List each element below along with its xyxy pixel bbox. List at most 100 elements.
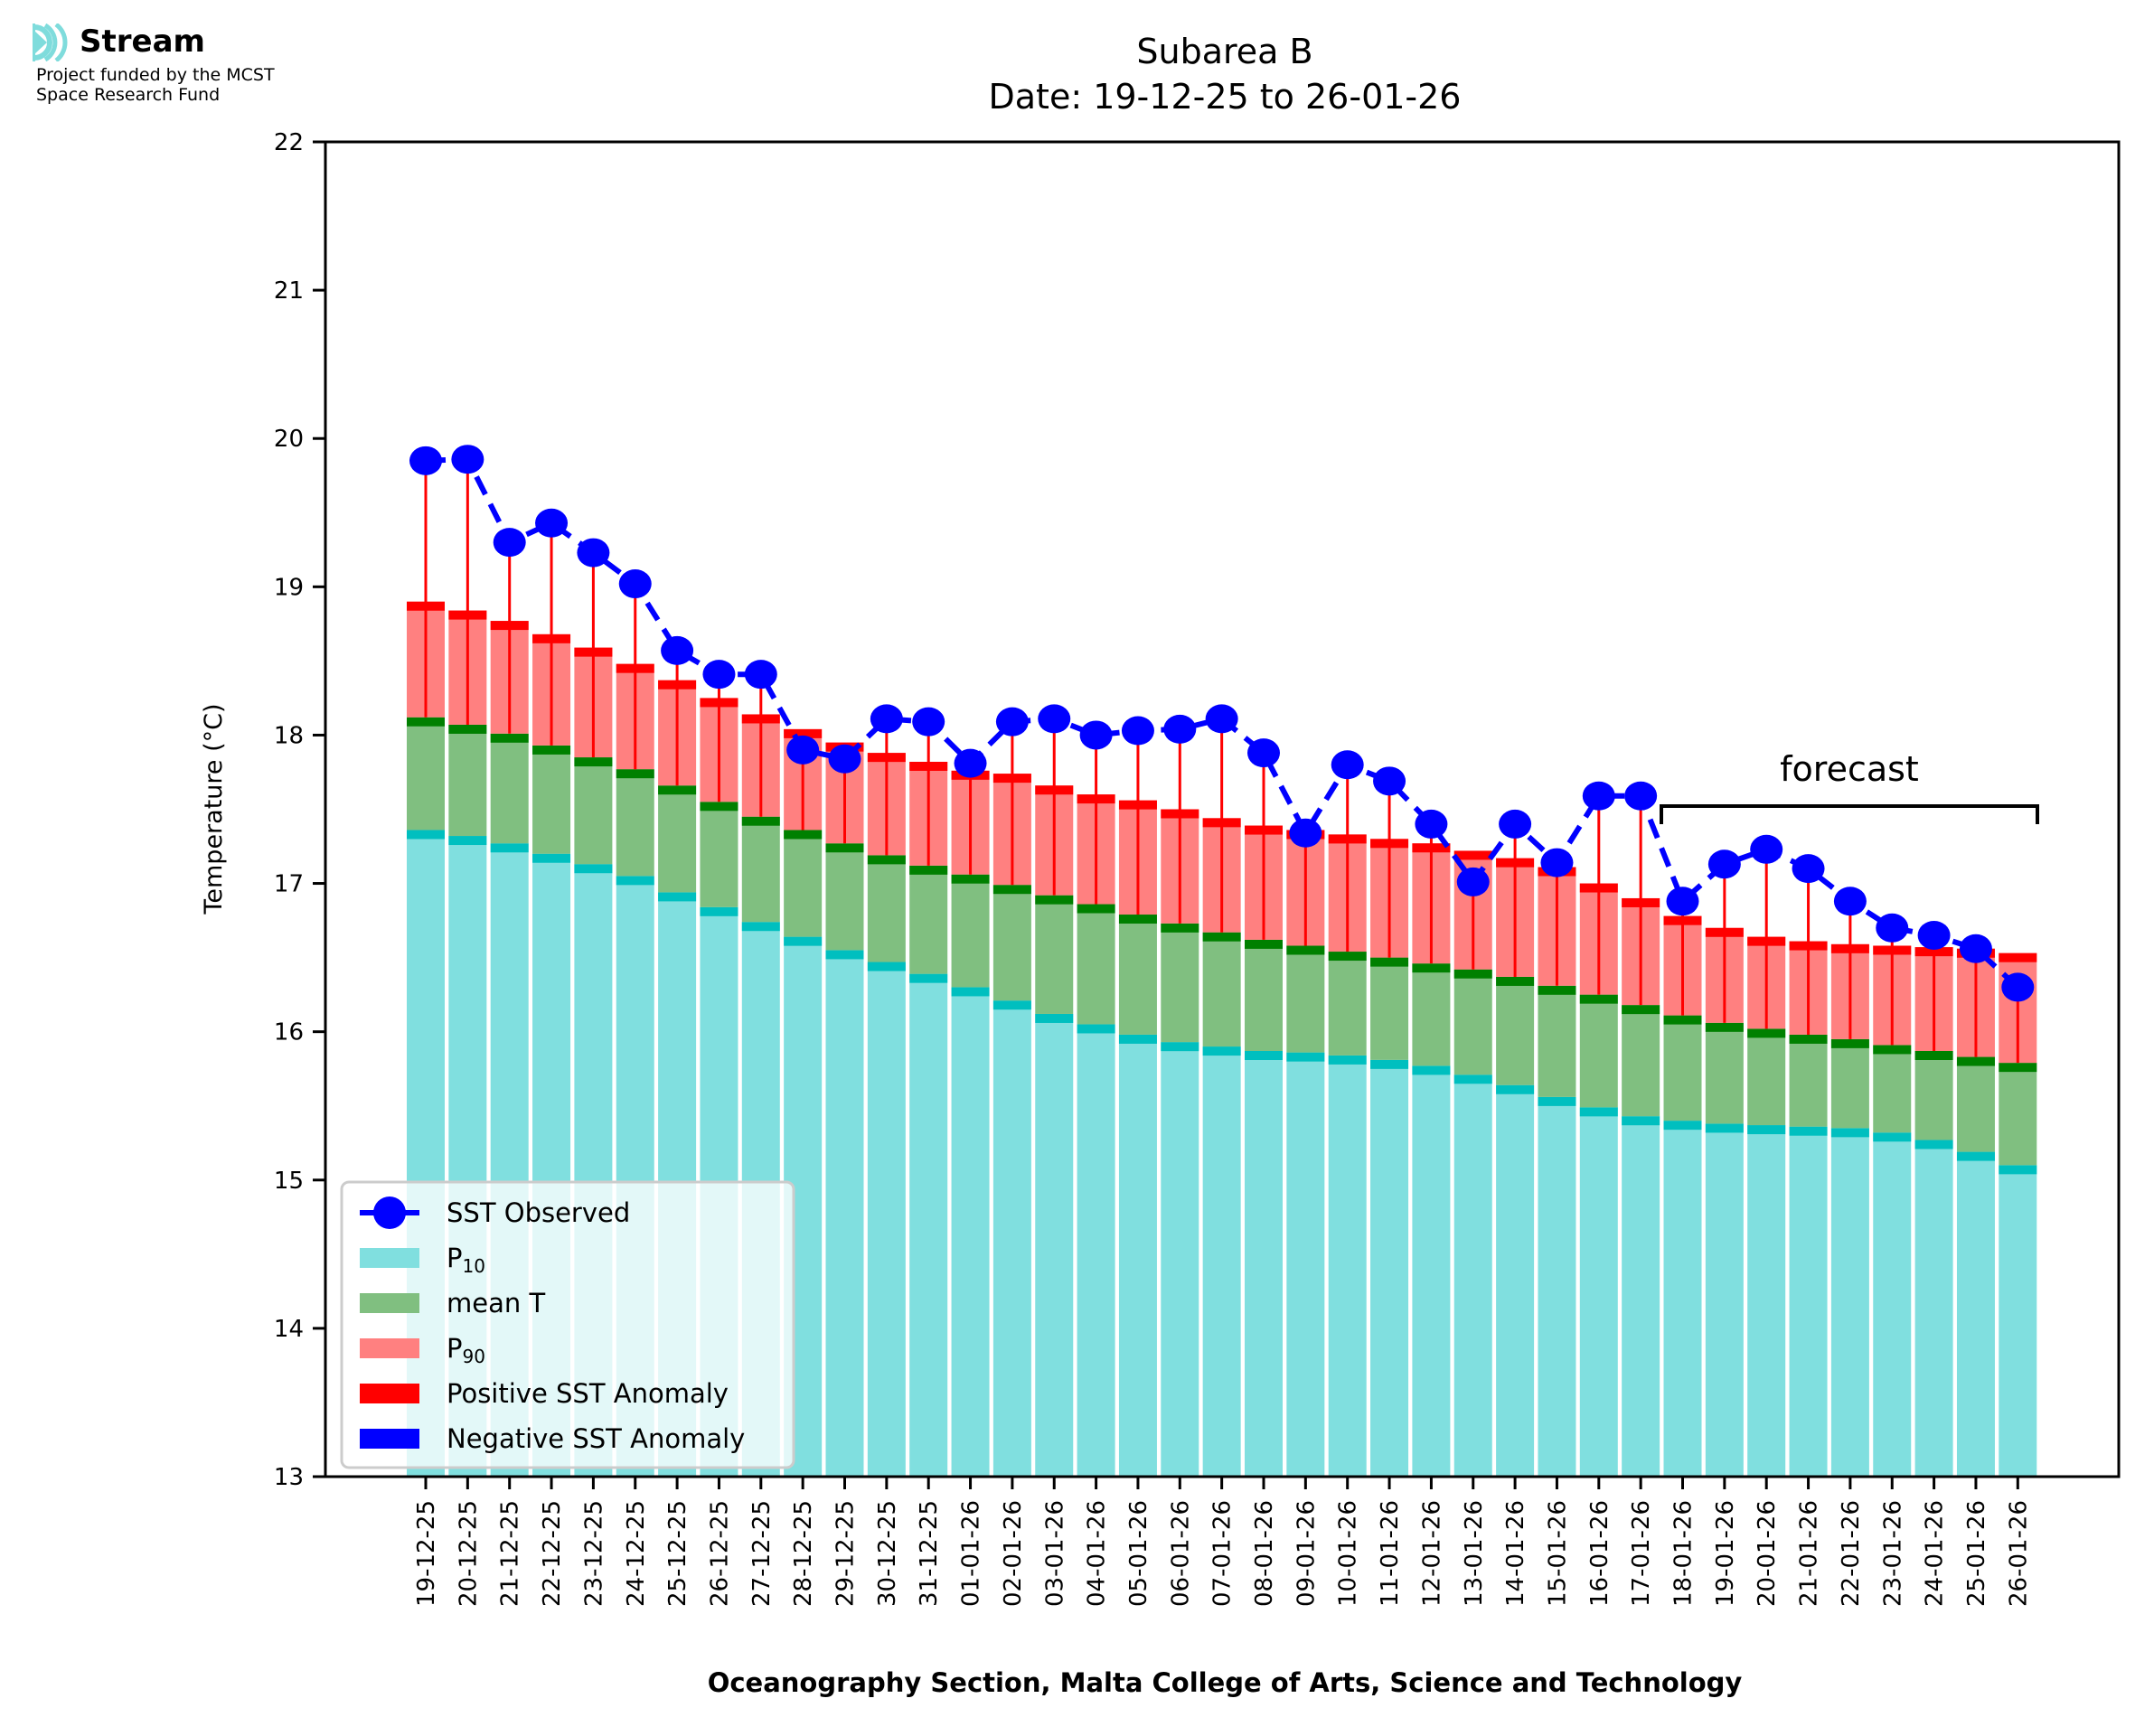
mean-band	[1789, 1034, 1828, 1044]
mean-bar	[532, 745, 571, 854]
sst-observed-point	[954, 748, 987, 778]
p10-band	[1245, 1051, 1283, 1061]
mean-bar	[1412, 963, 1451, 1066]
legend-label: P90	[447, 1333, 485, 1367]
p10-bar	[1663, 1121, 1702, 1477]
p10-bar	[1579, 1107, 1618, 1477]
stream-waves-icon	[33, 23, 68, 62]
sst-observed-point	[1415, 809, 1448, 839]
legend-swatch	[360, 1293, 419, 1313]
mean-bar	[1789, 1034, 1828, 1127]
p10-band	[784, 936, 823, 946]
x-tick-label: 21-12-25	[497, 1500, 524, 1607]
p10-bar	[1245, 1051, 1283, 1477]
p10-bar	[1705, 1123, 1744, 1477]
legend-swatch	[360, 1384, 419, 1403]
sst-observed-point	[1540, 848, 1574, 877]
sst-observed-point	[1876, 913, 1909, 943]
legend-label-text: Positive SST Anomaly	[447, 1378, 729, 1409]
legend-swatch	[360, 1338, 419, 1358]
p90-band	[784, 728, 823, 738]
mean-band	[407, 717, 445, 727]
p10-bar	[1538, 1096, 1576, 1477]
legend-label-text: P	[447, 1333, 463, 1364]
p10-bar	[1914, 1140, 1953, 1477]
logo-subtitle: Project funded by the MCST Space Research…	[36, 65, 275, 105]
sst-observed-point	[828, 744, 861, 774]
legend-swatch	[360, 1429, 419, 1449]
mean-band	[1622, 1005, 1660, 1015]
sst-observed-point	[1666, 887, 1699, 916]
mean-band	[867, 855, 906, 865]
mean-band	[825, 843, 864, 853]
x-axis: 19-12-25 20-12-25 21-12-25 22-12-25 23-12-25…	[413, 1477, 2032, 1607]
y-tick-label: 15	[274, 1168, 304, 1195]
p10-band	[1286, 1052, 1325, 1062]
sst-observed-point	[1750, 834, 1783, 864]
mean-bar	[1956, 1056, 1995, 1152]
y-tick-label: 17	[274, 871, 304, 898]
p10-band	[1789, 1126, 1828, 1136]
y-tick-label: 19	[274, 574, 304, 601]
p10-band	[574, 864, 613, 874]
p10-band	[1622, 1116, 1660, 1126]
sst-observed-point	[1289, 818, 1322, 848]
mean-band	[1914, 1051, 1953, 1061]
x-tick-label: 08-01-26	[1251, 1500, 1278, 1607]
mean-bar	[1286, 945, 1325, 1053]
x-tick-label: 24-12-25	[623, 1500, 650, 1607]
p10-bar	[1830, 1128, 1869, 1477]
x-tick-label: 10-01-26	[1335, 1500, 1362, 1607]
legend-label: Positive SST Anomaly	[447, 1378, 729, 1409]
chart-title: Subarea B	[1136, 32, 1312, 71]
p10-band	[658, 892, 697, 902]
p10-bar	[1873, 1132, 1912, 1477]
x-tick-label: 17-01-26	[1628, 1500, 1655, 1607]
mean-band	[1245, 939, 1283, 949]
mean-bar	[992, 885, 1031, 1001]
p10-bar	[1789, 1126, 1828, 1477]
sst-observed-point	[912, 707, 945, 737]
mean-bar	[1202, 932, 1241, 1047]
x-axis-label: Oceanography Section, Malta College of A…	[708, 1667, 1743, 1698]
p10-band	[448, 836, 487, 846]
x-tick-label: 03-01-26	[1041, 1500, 1068, 1607]
mean-bar	[1245, 939, 1283, 1052]
mean-band	[741, 816, 780, 826]
mean-bar	[1538, 985, 1576, 1097]
mean-bar	[1622, 1005, 1660, 1117]
mean-bar	[1747, 1028, 1786, 1126]
mean-bar	[1663, 1015, 1702, 1121]
sst-observed-point	[1331, 750, 1364, 780]
p10-band	[1663, 1121, 1702, 1131]
sst-observed-point	[1792, 854, 1825, 884]
x-tick-label: 01-01-26	[958, 1500, 985, 1607]
mean-band	[1705, 1022, 1744, 1032]
logo-title: Stream	[80, 23, 205, 60]
mean-bar	[1077, 904, 1115, 1025]
p10-bar	[1161, 1042, 1199, 1477]
sst-observed-point	[1456, 867, 1490, 896]
sst-observed-point	[1121, 716, 1154, 746]
x-tick-label: 07-01-26	[1209, 1500, 1237, 1607]
mean-bar	[407, 717, 445, 830]
stream-logo	[33, 23, 78, 65]
mean-band	[1286, 945, 1325, 955]
mean-band	[532, 745, 571, 755]
mean-band	[1538, 985, 1576, 995]
p10-bar	[1412, 1065, 1451, 1477]
mean-band	[1202, 932, 1241, 942]
x-tick-label: 19-01-26	[1712, 1500, 1739, 1607]
sst-observed-point	[1707, 849, 1741, 879]
p10-band	[1873, 1132, 1912, 1142]
p90-band	[1453, 850, 1492, 860]
sst-observed-point	[1917, 920, 1951, 950]
mean-band	[1412, 963, 1451, 973]
p10-bar	[1202, 1046, 1241, 1477]
p10-bar	[1286, 1052, 1325, 1477]
mean-bar	[490, 733, 529, 844]
y-tick-label: 16	[274, 1019, 304, 1046]
mean-band	[1328, 952, 1367, 962]
sst-observed-point	[1582, 781, 1615, 811]
